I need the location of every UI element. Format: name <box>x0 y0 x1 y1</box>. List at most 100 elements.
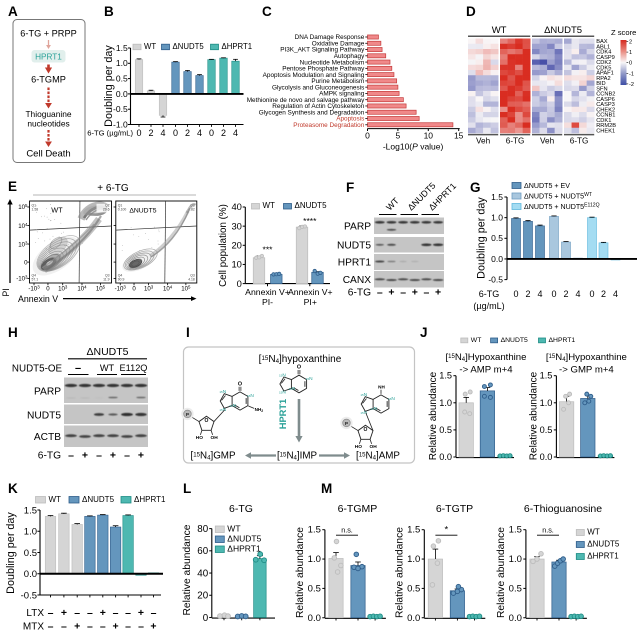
svg-text:0.0: 0.0 <box>540 452 553 462</box>
svg-text:****: **** <box>303 216 317 226</box>
svg-text:6-TGTP: 6-TGTP <box>436 503 473 515</box>
svg-text:–: – <box>74 607 80 619</box>
svg-text:ABL1: ABL1 <box>596 44 610 50</box>
svg-text:–: – <box>400 287 406 299</box>
svg-text:Z score: Z score <box>611 28 636 37</box>
svg-text:H: H <box>8 325 18 340</box>
svg-text:0.0: 0.0 <box>509 613 522 624</box>
svg-text:WT: WT <box>144 42 156 51</box>
svg-text:4.82: 4.82 <box>188 208 195 212</box>
svg-text:0.5: 0.5 <box>509 583 522 594</box>
svg-text:0: 0 <box>589 289 594 299</box>
svg-text:PI-: PI- <box>262 297 273 307</box>
svg-text:HPRT1: HPRT1 <box>338 258 372 269</box>
svg-text:0.5: 0.5 <box>407 583 420 594</box>
svg-text:Oxidative Damage: Oxidative Damage <box>312 40 365 47</box>
svg-text:ΔHPRT1: ΔHPRT1 <box>222 42 253 51</box>
svg-text:2: 2 <box>563 289 568 299</box>
svg-text:+: + <box>138 450 144 462</box>
svg-text:-0.5: -0.5 <box>113 104 128 114</box>
svg-text:PI3K_AKT Signaling Pathway: PI3K_AKT Signaling Pathway <box>280 47 365 54</box>
svg-text:Annexin V+: Annexin V+ <box>288 287 333 297</box>
svg-text:15N: 15N <box>219 389 226 395</box>
svg-text:–: – <box>68 450 74 462</box>
svg-text:ΔHPRT1: ΔHPRT1 <box>227 544 261 554</box>
svg-text:60: 60 <box>197 546 208 557</box>
svg-text:O: O <box>297 365 301 371</box>
svg-text:C: C <box>262 4 272 19</box>
svg-text:29.6: 29.6 <box>103 208 110 212</box>
svg-text:0.100: 0.100 <box>118 208 127 212</box>
svg-text:CASP9: CASP9 <box>596 55 615 61</box>
svg-text:ΔHPRT1: ΔHPRT1 <box>549 337 576 344</box>
svg-text:+: + <box>113 621 119 633</box>
svg-text:[15N4]Hypoxanthine: [15N4]Hypoxanthine <box>546 352 627 363</box>
svg-text:0: 0 <box>132 286 136 293</box>
svg-text:ACTB: ACTB <box>34 432 61 443</box>
svg-text:0: 0 <box>173 128 178 138</box>
svg-text:+: + <box>82 450 88 462</box>
svg-text:103: 103 <box>58 285 68 293</box>
svg-text:15N: 15N <box>219 407 226 413</box>
svg-text:D: D <box>466 4 476 19</box>
svg-text:+: + <box>150 621 156 633</box>
svg-text:80: 80 <box>197 524 208 535</box>
svg-text:0.0: 0.0 <box>407 613 420 624</box>
svg-text:1.0: 1.0 <box>509 554 522 565</box>
svg-text:RPA2: RPA2 <box>596 76 610 82</box>
svg-text:Annexin V: Annexin V <box>18 294 58 304</box>
svg-text:BAX: BAX <box>596 39 608 45</box>
svg-text:ΔNUDT5: ΔNUDT5 <box>173 42 205 51</box>
svg-text:Purine Metabolism: Purine Metabolism <box>311 78 364 85</box>
svg-text:Veh: Veh <box>476 137 491 146</box>
svg-text:6-TG: 6-TG <box>506 137 525 146</box>
svg-text:nucleotides: nucleotides <box>27 119 69 129</box>
svg-text:***: *** <box>263 245 274 255</box>
svg-text:Doubling per day: Doubling per day <box>5 512 17 594</box>
svg-text:15N: 15N <box>247 393 254 399</box>
svg-text:–: – <box>96 450 102 462</box>
svg-text:0: 0 <box>46 286 50 293</box>
svg-text:ΔNUDT5: ΔNUDT5 <box>129 208 156 215</box>
svg-text:*: * <box>445 525 449 536</box>
svg-text:1.5: 1.5 <box>116 43 128 53</box>
svg-text:105: 105 <box>181 285 191 293</box>
svg-text:6-TG: 6-TG <box>229 503 253 515</box>
svg-text:WT: WT <box>492 25 507 36</box>
svg-text:ΔNUDT5 + NUDT5E112Q: ΔNUDT5 + NUDT5E112Q <box>524 203 600 211</box>
svg-text:CDK1: CDK1 <box>596 118 611 124</box>
svg-text:L: L <box>183 481 191 496</box>
svg-text:O: O <box>364 427 368 433</box>
svg-text:CASP3: CASP3 <box>596 102 615 108</box>
svg-text:90.9: 90.9 <box>118 278 125 282</box>
svg-text:0: 0 <box>136 128 141 138</box>
svg-text:–: – <box>124 450 130 462</box>
svg-text:–: – <box>87 607 93 619</box>
svg-text:ΔNUDT5: ΔNUDT5 <box>227 534 261 544</box>
svg-text:NUDT5-OE: NUDT5-OE <box>12 364 63 375</box>
svg-text:2: 2 <box>629 40 632 46</box>
svg-text:105: 105 <box>96 285 106 293</box>
svg-text:6-TG (µg/mL): 6-TG (µg/mL) <box>87 129 133 138</box>
svg-text:O: O <box>238 381 242 387</box>
svg-text:1.5: 1.5 <box>540 371 553 381</box>
svg-text:20: 20 <box>231 240 241 251</box>
svg-text:–: – <box>61 621 67 633</box>
svg-text:+: + <box>61 607 67 619</box>
svg-text:Cell population (%): Cell population (%) <box>218 204 229 287</box>
svg-text:WT: WT <box>587 528 600 537</box>
svg-text:Cell Death: Cell Death <box>26 149 70 160</box>
svg-text:104: 104 <box>18 222 28 230</box>
svg-text:0.5: 0.5 <box>439 425 452 435</box>
svg-text:Relative abundance: Relative abundance <box>428 371 439 460</box>
svg-text:Veh: Veh <box>540 137 555 146</box>
svg-text:Apoptosis Modulation and Signa: Apoptosis Modulation and Signaling <box>263 72 365 79</box>
svg-text:1.0: 1.0 <box>407 554 420 565</box>
svg-text:1.58: 1.58 <box>32 208 39 212</box>
svg-text:F: F <box>346 180 354 195</box>
svg-text:HO: HO <box>355 444 362 450</box>
svg-text:0.5: 0.5 <box>491 233 503 243</box>
svg-text:CDK4: CDK4 <box>596 50 611 56</box>
svg-text:10: 10 <box>424 131 434 141</box>
svg-text:-0.5: -0.5 <box>488 275 503 285</box>
